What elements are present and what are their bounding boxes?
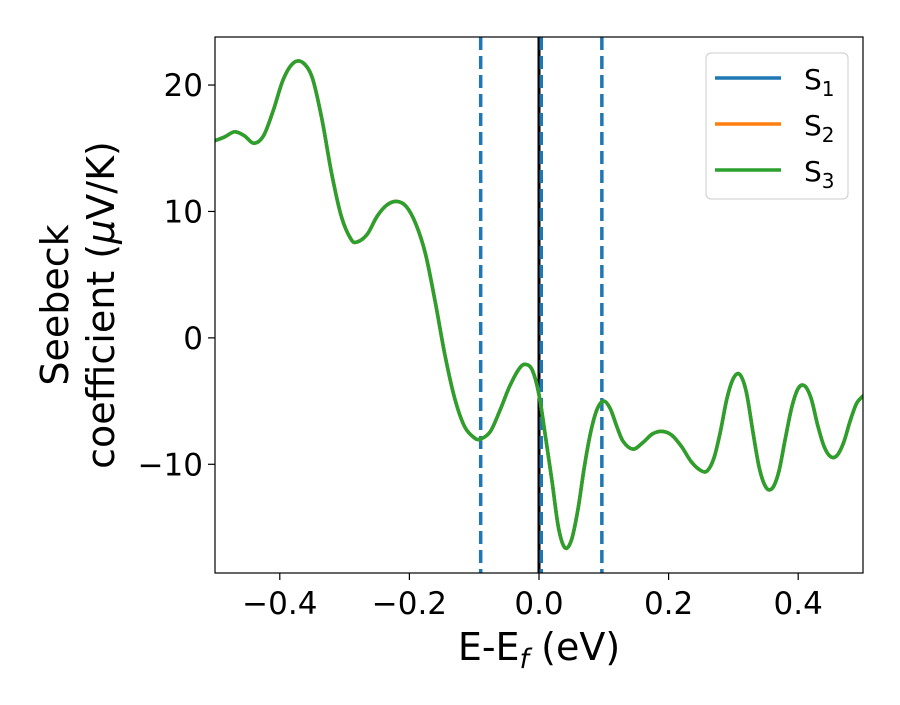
y-axis-label: Seebeck coefficient (μV/K) [33, 141, 123, 469]
y-tick-label: −10 [138, 447, 203, 483]
y-axis-ticks: 20 10 0 −10 [138, 68, 215, 483]
x-axis-ticks: −0.4 −0.2 0.0 0.2 0.4 [242, 573, 823, 622]
legend-label-1: S1 [804, 63, 835, 101]
vertical-lines [478, 37, 604, 573]
y-tick-label: 20 [164, 68, 203, 104]
series-line-3 [215, 59, 863, 551]
legend-box [705, 52, 849, 200]
legend: S1 S2 S3 [705, 52, 849, 200]
series-lines [215, 59, 863, 551]
y-tick-label: 0 [183, 321, 203, 357]
x-axis-label-unit: (eV) [529, 625, 620, 669]
x-tick-label: 0.0 [514, 586, 563, 622]
y-axis-label-pre: coefficient ( [79, 244, 123, 469]
y-axis-label-mu: μ [79, 220, 123, 245]
x-axis-label: E-Ef (eV) [458, 625, 620, 675]
y-axis-label-line1: Seebeck [33, 224, 77, 385]
y-axis-label-line2: coefficient (μV/K) [79, 141, 123, 469]
legend-label-3: S3 [804, 155, 835, 193]
x-tick-label: −0.4 [242, 586, 317, 622]
legend-label-2: S2 [804, 109, 835, 147]
y-tick-label: 10 [164, 194, 203, 230]
y-axis-label-post: V/K) [79, 141, 123, 220]
x-tick-label: −0.2 [372, 586, 447, 622]
x-tick-label: 0.2 [644, 586, 693, 622]
x-tick-label: 0.4 [774, 586, 823, 622]
x-axis-label-main: E-E [458, 625, 520, 669]
